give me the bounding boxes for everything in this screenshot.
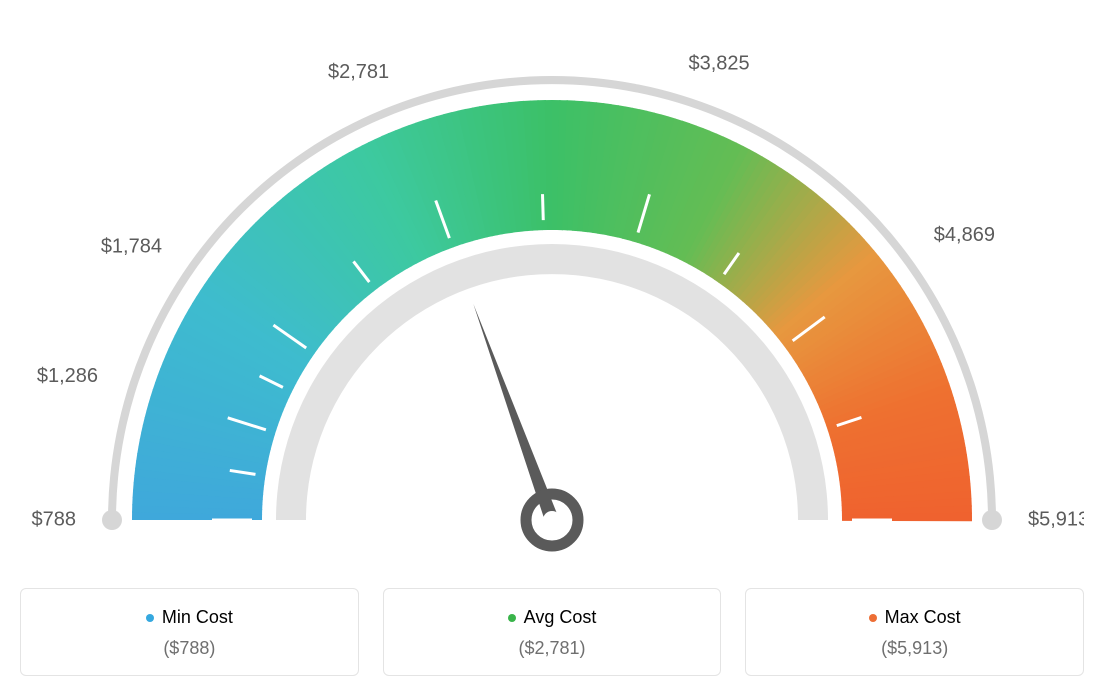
legend-value-max: ($5,913) (756, 638, 1073, 659)
gauge-tick-label: $3,825 (689, 52, 750, 74)
legend-title-min: Min Cost (146, 607, 233, 628)
legend-card-avg: Avg Cost ($2,781) (383, 588, 722, 676)
gauge-tick-label: $788 (32, 508, 77, 530)
legend-card-max: Max Cost ($5,913) (745, 588, 1084, 676)
legend-label-max: Max Cost (885, 607, 961, 628)
legend-value-min: ($788) (31, 638, 348, 659)
gauge-tick-label: $1,784 (101, 235, 162, 257)
gauge-tick-label: $1,286 (37, 365, 98, 387)
legend-row: Min Cost ($788) Avg Cost ($2,781) Max Co… (20, 588, 1084, 676)
gauge-tick-label: $4,869 (934, 224, 995, 246)
legend-dot-max (869, 614, 877, 622)
legend-label-min: Min Cost (162, 607, 233, 628)
legend-title-avg: Avg Cost (508, 607, 597, 628)
gauge-tick-label: $2,781 (328, 61, 389, 83)
cost-gauge-chart: $788 $1,286 $1,784 $2,781 $3,825 $4,869 $5,913… (20, 20, 1084, 676)
legend-value-avg: ($2,781) (394, 638, 711, 659)
legend-dot-avg (508, 614, 516, 622)
legend-label-avg: Avg Cost (524, 607, 597, 628)
legend-dot-min (146, 614, 154, 622)
gauge-tick-label: $5,913 (1028, 508, 1084, 530)
legend-card-min: Min Cost ($788) (20, 588, 359, 676)
legend-title-max: Max Cost (869, 607, 961, 628)
gauge-svg: $788 $1,286 $1,784 $2,781 $3,825 $4,869 $5,913 (20, 20, 1084, 560)
